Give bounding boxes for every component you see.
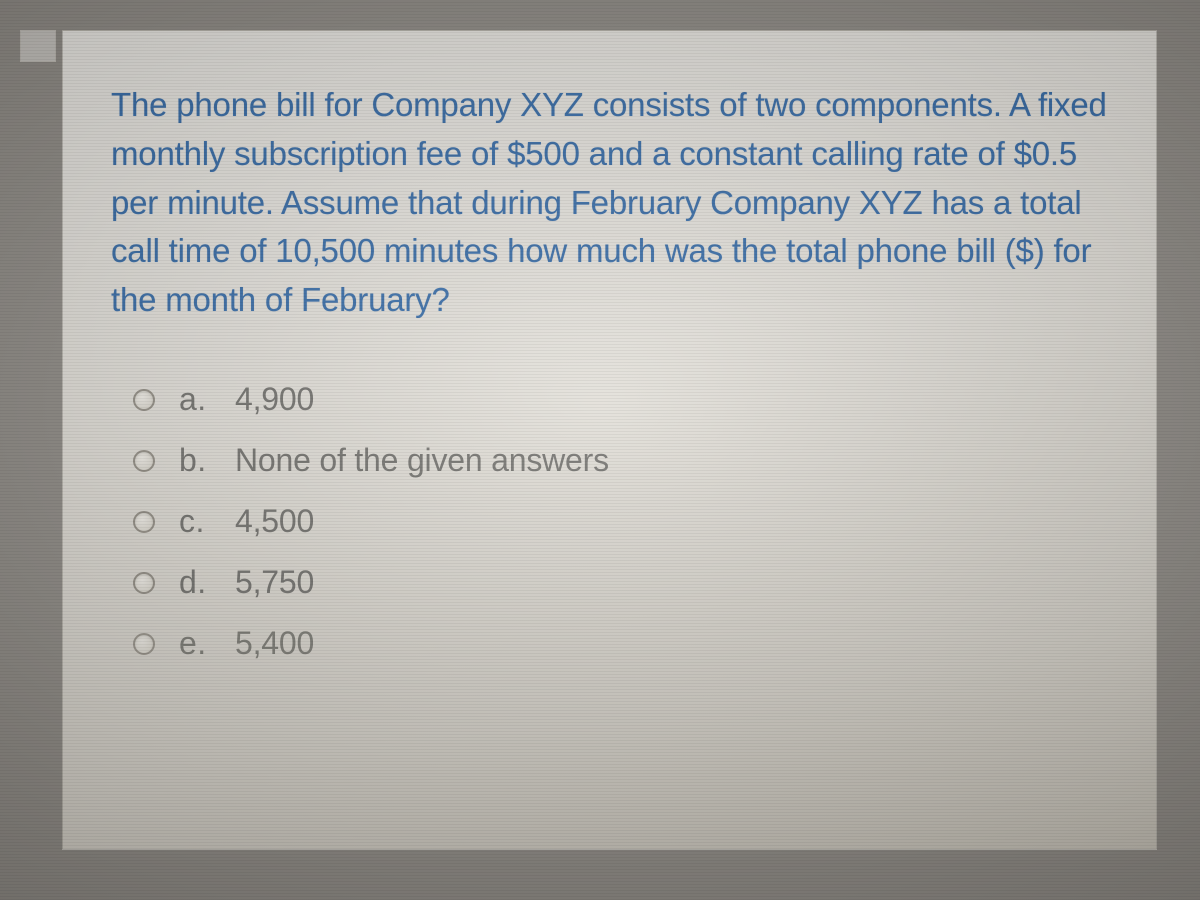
option-text: 4,900: [235, 381, 314, 418]
option-letter: d.: [179, 564, 235, 601]
option-text: 5,400: [235, 625, 314, 662]
options-group: a. 4,900 b. None of the given answers c.…: [111, 381, 1108, 662]
option-text: 4,500: [235, 503, 314, 540]
option-letter: b.: [179, 442, 235, 479]
option-letter: c.: [179, 503, 235, 540]
option-c[interactable]: c. 4,500: [133, 503, 1108, 540]
radio-icon[interactable]: [133, 572, 155, 594]
radio-icon[interactable]: [133, 450, 155, 472]
option-letter: a.: [179, 381, 235, 418]
option-e[interactable]: e. 5,400: [133, 625, 1108, 662]
radio-icon[interactable]: [133, 633, 155, 655]
option-text: 5,750: [235, 564, 314, 601]
question-text: The phone bill for Company XYZ consists …: [111, 81, 1108, 325]
option-b[interactable]: b. None of the given answers: [133, 442, 1108, 479]
option-text: None of the given answers: [235, 442, 609, 479]
radio-icon[interactable]: [133, 389, 155, 411]
option-d[interactable]: d. 5,750: [133, 564, 1108, 601]
radio-icon[interactable]: [133, 511, 155, 533]
left-margin-stub: [20, 30, 56, 62]
question-card: The phone bill for Company XYZ consists …: [62, 30, 1157, 850]
option-a[interactable]: a. 4,900: [133, 381, 1108, 418]
option-letter: e.: [179, 625, 235, 662]
